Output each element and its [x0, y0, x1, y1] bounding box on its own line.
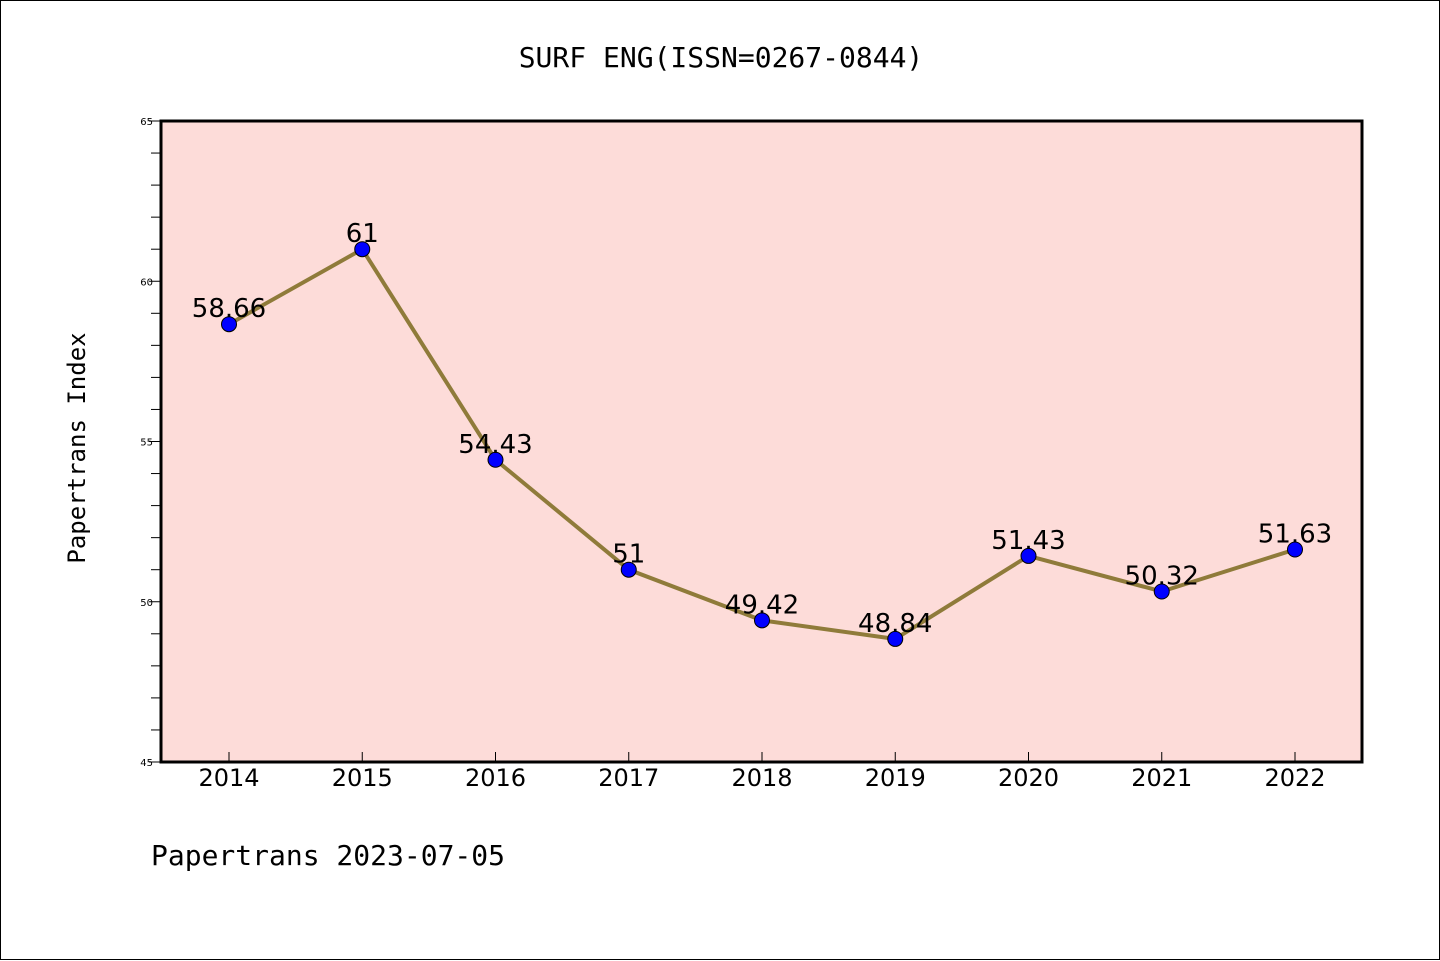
- y-axis-label: Papertrans Index: [63, 332, 91, 563]
- y-axis-ticks: 45 50 55 60 65: [140, 117, 161, 769]
- y-tick-label: 55: [140, 438, 153, 449]
- y-tick-label: 65: [140, 117, 153, 128]
- x-tick-label: 2021: [1131, 764, 1192, 792]
- data-label: 51.43: [991, 526, 1065, 556]
- data-point-marker: [1153, 583, 1170, 600]
- data-point-marker: [221, 316, 237, 333]
- data-label: 58.66: [192, 294, 266, 324]
- x-tick-label: 2017: [598, 764, 659, 792]
- x-tick-label: 2022: [1264, 764, 1325, 792]
- chart-title: SURF ENG(ISSN=0267-0844): [519, 41, 924, 74]
- data-label: 50.32: [1125, 561, 1199, 591]
- x-tick-label: 2019: [865, 764, 926, 792]
- data-point-marker: [620, 561, 637, 578]
- x-tick-label: 2014: [198, 764, 259, 792]
- x-tick-label: 2020: [998, 764, 1059, 792]
- data-point-marker: [887, 630, 904, 647]
- data-point-marker: [754, 612, 770, 629]
- data-label: 61: [346, 219, 379, 249]
- y-minor-ticks: [151, 152, 161, 731]
- y-tick-label: 50: [140, 598, 153, 609]
- x-tick-label: 2015: [332, 764, 393, 792]
- x-tick-label: 2018: [731, 764, 792, 792]
- data-label: 49.42: [725, 590, 799, 620]
- data-label: 48.84: [858, 609, 932, 639]
- data-labels: 58.66 61 54.43 51 49.42 48.84 51.43 50.32 51.63: [192, 219, 1332, 639]
- series-markers: [221, 241, 1303, 647]
- x-tick-label: 2016: [465, 764, 526, 792]
- data-point-marker: [1020, 547, 1037, 564]
- data-label: 51.63: [1258, 520, 1332, 550]
- data-point-marker: [1287, 541, 1303, 558]
- x-axis-ticks: 2014 2015 2016 2017 2018 2019 2020 2021 2022: [198, 752, 1326, 792]
- y-tick-label: 60: [140, 277, 153, 288]
- footer-text: Papertrans 2023-07-05: [151, 839, 505, 872]
- data-label: 51: [612, 540, 645, 570]
- y-tick-label: 45: [140, 758, 153, 769]
- plot-area: [161, 121, 1362, 762]
- data-point-marker: [487, 451, 504, 468]
- data-point-marker: [354, 241, 371, 258]
- data-label: 54.43: [458, 430, 532, 460]
- plot-frame: [159, 119, 1364, 764]
